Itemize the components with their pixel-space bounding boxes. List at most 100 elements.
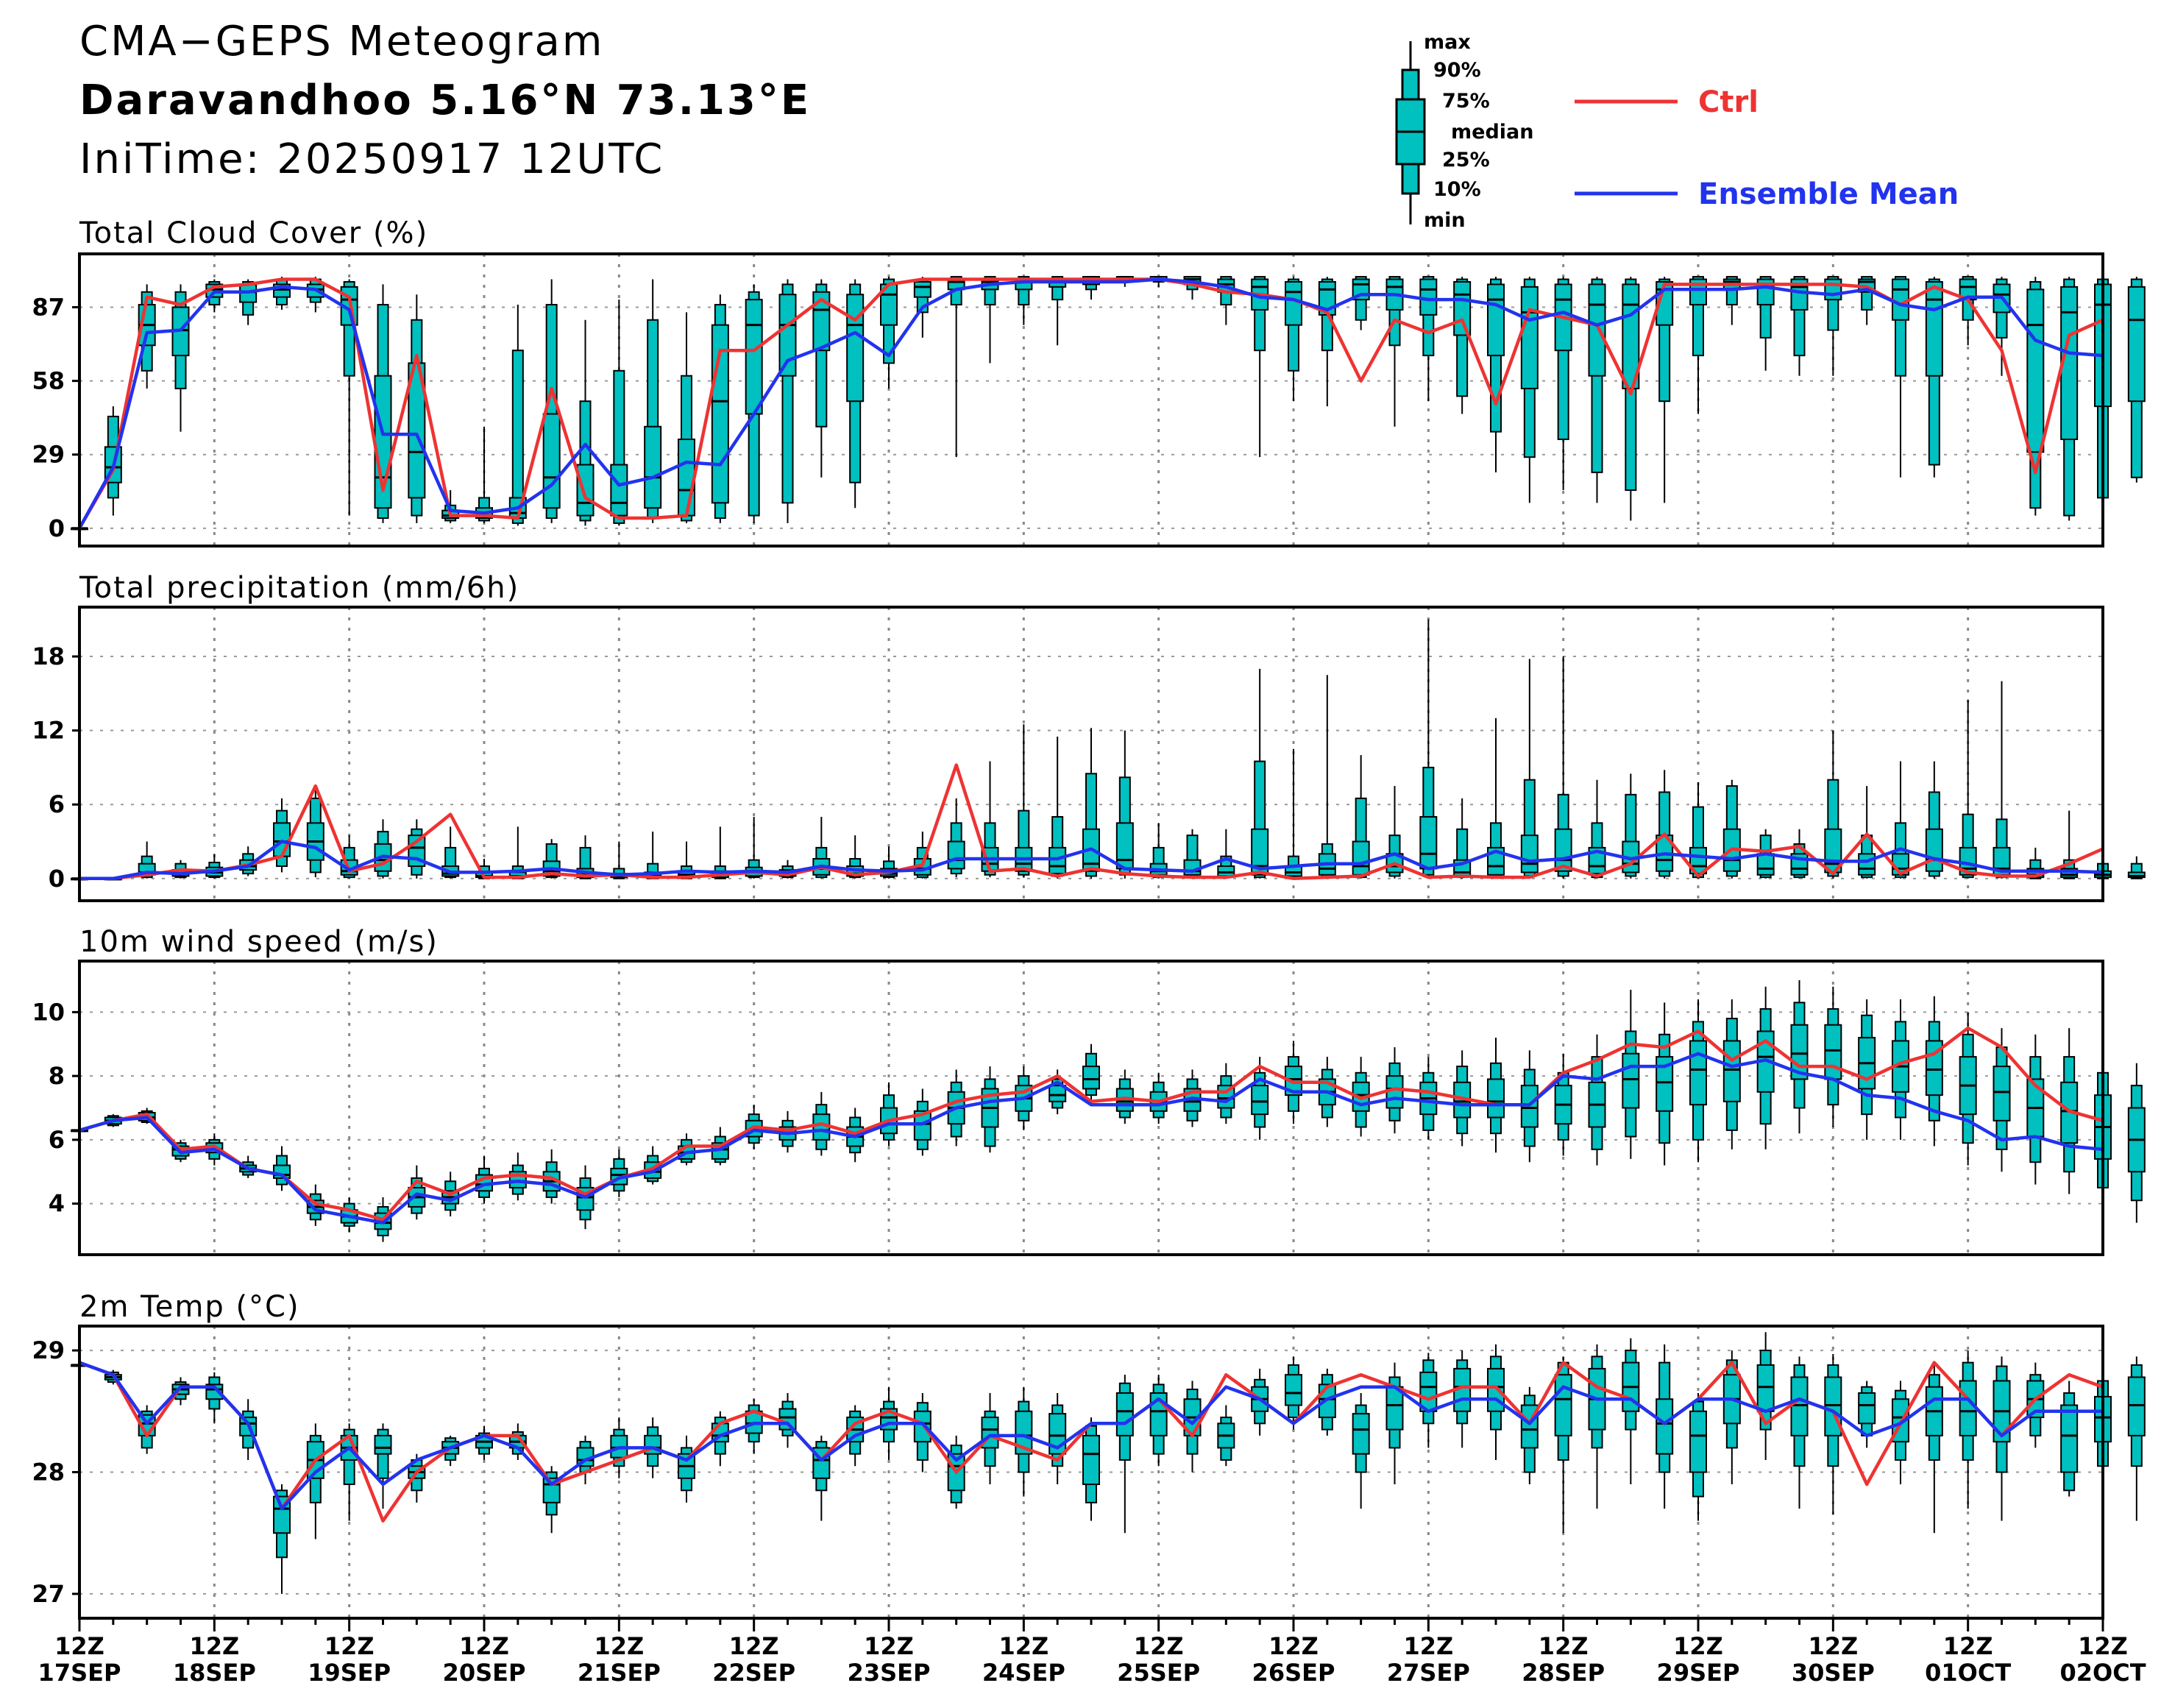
box-whisker bbox=[1993, 1356, 2011, 1521]
box-whisker bbox=[171, 284, 190, 432]
box-p25-p75 bbox=[1824, 1024, 1842, 1080]
box-whisker bbox=[1993, 277, 2011, 376]
box-whisker bbox=[239, 1399, 258, 1460]
box-whisker bbox=[2127, 1063, 2146, 1223]
x-axis: 12Z17SEP12Z18SEP12Z19SEP12Z20SEP12Z21SEP… bbox=[38, 1618, 2146, 1687]
box-whisker bbox=[1622, 1338, 1640, 1485]
box-p25-p75 bbox=[947, 840, 965, 870]
ensemble-mean-line bbox=[79, 1361, 2103, 1511]
x-tick-label-date: 18SEP bbox=[173, 1659, 256, 1687]
box-p25-p75 bbox=[1285, 1374, 1302, 1406]
box-whisker bbox=[306, 1423, 324, 1539]
box-whisker bbox=[1251, 1057, 1269, 1140]
legend-box-label: min bbox=[1424, 209, 1466, 232]
box-whisker bbox=[678, 1435, 695, 1503]
box-whisker bbox=[1554, 1356, 1572, 1534]
box-whisker bbox=[1959, 1012, 1977, 1166]
y-tick-label: 28 bbox=[32, 1459, 65, 1486]
x-tick-label-date: 17SEP bbox=[38, 1659, 121, 1687]
box-whisker bbox=[1790, 829, 1809, 879]
box-whisker bbox=[2026, 277, 2045, 516]
box-whisker bbox=[1115, 1375, 1134, 1534]
box-p25-p75 bbox=[2026, 288, 2045, 453]
y-tick-label: 0 bbox=[49, 865, 65, 893]
box-whisker bbox=[745, 817, 763, 879]
box-whisker bbox=[1993, 681, 2011, 879]
box-p25-p75 bbox=[1756, 1364, 1775, 1412]
y-tick-label: 0 bbox=[49, 514, 65, 542]
box-p25-p75 bbox=[1756, 853, 1775, 876]
box-p25-p75 bbox=[1487, 283, 1505, 357]
panel-2: Total precipitation (mm/6h) 0 6 12 18 bbox=[32, 571, 2146, 902]
box-whisker bbox=[1217, 276, 1235, 325]
box-whisker bbox=[1689, 782, 1707, 879]
box-whisker bbox=[1520, 277, 1539, 503]
box-whisker bbox=[1149, 1375, 1168, 1467]
panel-frame bbox=[78, 960, 2104, 1256]
box-p25-p75 bbox=[2127, 871, 2146, 879]
x-tick-label-time: 12Z bbox=[2078, 1632, 2128, 1660]
box-p25-p75 bbox=[1015, 1410, 1033, 1455]
box-whisker bbox=[947, 276, 965, 458]
chart-title: CMA−GEPS Meteogram bbox=[79, 18, 605, 65]
box-whisker bbox=[1858, 786, 1876, 879]
box-whisker bbox=[1622, 990, 1640, 1159]
box-p25-p75 bbox=[1588, 283, 1606, 377]
box-whisker bbox=[1656, 277, 1674, 503]
box-p25-p75 bbox=[1689, 1040, 1707, 1106]
box-whisker bbox=[1588, 1344, 1606, 1509]
box-p25-p75 bbox=[678, 439, 695, 517]
box-whisker bbox=[1419, 276, 1438, 402]
box-p25-p75 bbox=[1082, 1434, 1100, 1486]
box-p25-p75 bbox=[1858, 853, 1876, 876]
box-p25-p75 bbox=[1892, 278, 1909, 321]
box-whisker bbox=[273, 1484, 291, 1594]
box-p25-p75 bbox=[846, 294, 865, 403]
box-whisker bbox=[1656, 770, 1674, 879]
box-whisker bbox=[1419, 1057, 1438, 1140]
box-whisker bbox=[508, 305, 527, 526]
box-whisker bbox=[1756, 276, 1775, 371]
box-whisker bbox=[1285, 1356, 1302, 1430]
x-tick-label-time: 12Z bbox=[1673, 1632, 1723, 1660]
box-whisker bbox=[1285, 277, 1302, 402]
box-p25-p75 bbox=[610, 464, 628, 517]
x-tick-label-time: 12Z bbox=[998, 1632, 1048, 1660]
panel-title: Total precipitation (mm/6h) bbox=[79, 571, 519, 605]
x-tick-label-time: 12Z bbox=[324, 1632, 375, 1660]
y-tick-label: 87 bbox=[32, 293, 65, 321]
box-whisker bbox=[913, 1392, 932, 1473]
box-p25-p75 bbox=[374, 1434, 392, 1455]
box-p25-p75 bbox=[1925, 828, 1943, 872]
box-whisker bbox=[1925, 1362, 1943, 1534]
box-whisker bbox=[2127, 856, 2146, 879]
box-whisker bbox=[1015, 1386, 1033, 1497]
box-whisker bbox=[1756, 829, 1775, 879]
legend: max 90% 75% median 25% 10% min Ctrl Ensemble Mea… bbox=[1395, 31, 1959, 232]
box-whisker bbox=[1689, 999, 1707, 1163]
x-tick-label-date: 27SEP bbox=[1387, 1659, 1470, 1687]
box-whisker bbox=[1959, 1350, 1977, 1509]
chart-header: CMA−GEPS Meteogram Daravandhoo 5.16°N 73… bbox=[0, 0, 2161, 235]
box-whisker bbox=[846, 279, 865, 508]
y-tick-label: 12 bbox=[32, 717, 65, 745]
box-whisker bbox=[1183, 1381, 1202, 1473]
ensemble-mean-line bbox=[79, 840, 2104, 881]
box-whisker bbox=[1082, 1417, 1100, 1521]
box-whisker bbox=[1858, 276, 1876, 325]
x-tick-label-date: 20SEP bbox=[443, 1659, 526, 1687]
box-p25-p75 bbox=[1689, 1410, 1707, 1473]
box-p25-p75 bbox=[812, 291, 831, 352]
box-whisker bbox=[475, 426, 493, 523]
box-whisker bbox=[1285, 748, 1302, 879]
box-whisker bbox=[880, 277, 898, 389]
box-whisker bbox=[1520, 659, 1539, 879]
box-whisker bbox=[1790, 1356, 1809, 1509]
box-whisker bbox=[981, 1066, 999, 1153]
x-tick-label-time: 12Z bbox=[729, 1632, 779, 1660]
panel-title: 10m wind speed (m/s) bbox=[79, 925, 439, 959]
box-p25-p75 bbox=[1858, 1392, 1876, 1425]
box-whisker bbox=[1453, 798, 1472, 879]
box-whisker bbox=[1487, 1038, 1505, 1153]
